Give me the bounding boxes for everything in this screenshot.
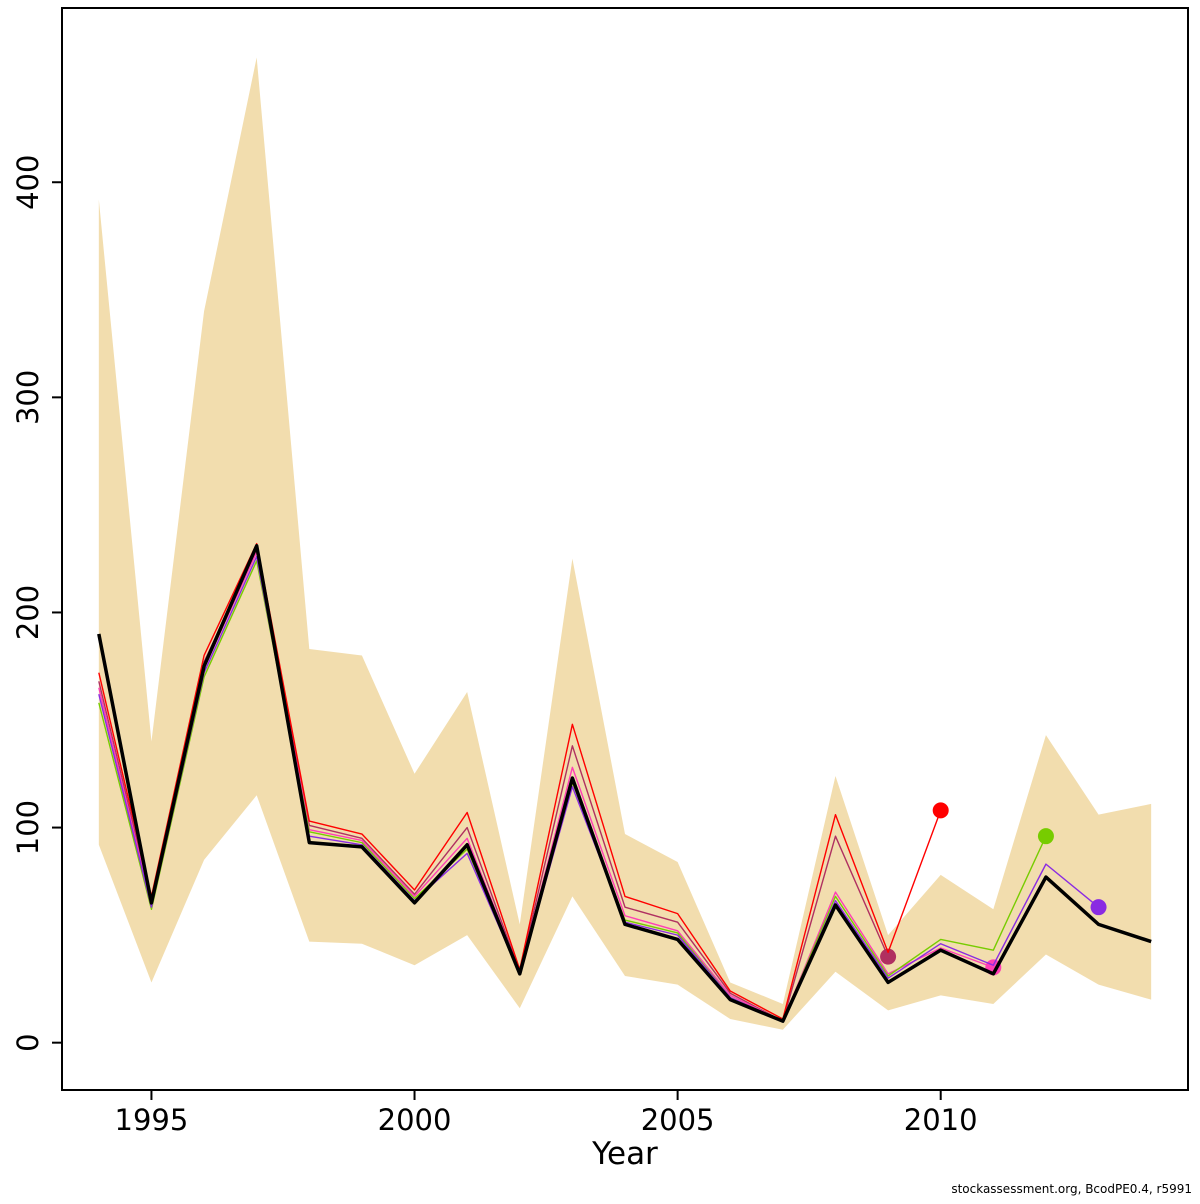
confidence-band bbox=[98, 57, 1152, 1030]
y-tick-label: 300 bbox=[11, 370, 45, 425]
terminal-dot-retro-2012 bbox=[1037, 828, 1054, 845]
series-line-base-run bbox=[97, 544, 1152, 1023]
terminal-dot-retro-2010 bbox=[932, 802, 949, 819]
x-tick-label: 2010 bbox=[904, 1103, 978, 1137]
terminal-dot-retro-2013 bbox=[1090, 899, 1107, 916]
y-tick-label: 400 bbox=[11, 155, 45, 210]
terminal-dot-retro-2009 bbox=[880, 948, 897, 965]
x-tick-label: 2005 bbox=[641, 1103, 715, 1137]
x-tick-label: 1995 bbox=[115, 1103, 189, 1137]
x-tick-label: 2000 bbox=[378, 1103, 452, 1137]
watermark-text: stockassessment.org, BcodPE0.4, r5991 bbox=[951, 1182, 1192, 1196]
plot-border bbox=[61, 7, 1189, 1091]
x-axis-title: Year bbox=[592, 1136, 658, 1172]
y-tick-label: 100 bbox=[11, 800, 45, 855]
y-tick-label: 0 bbox=[11, 1033, 45, 1051]
y-tick-label: 200 bbox=[11, 585, 45, 640]
